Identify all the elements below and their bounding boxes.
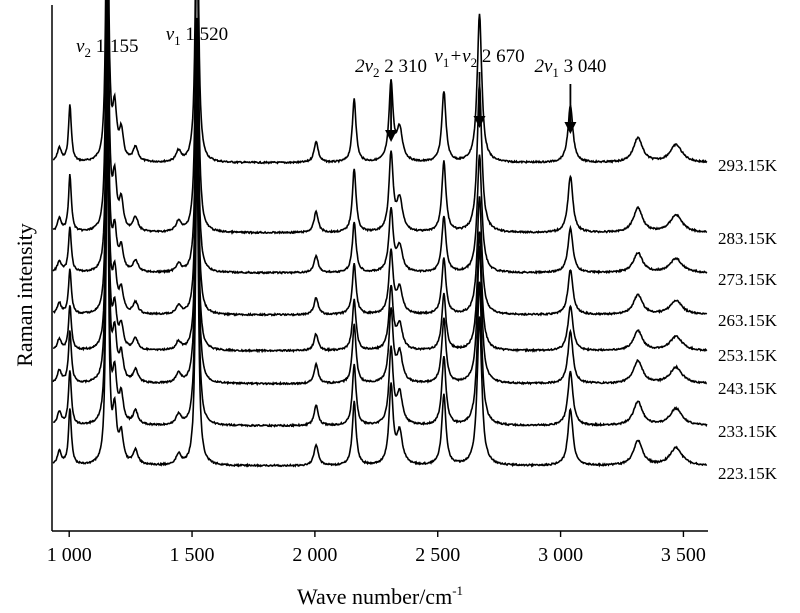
spectrum-line [52,0,708,165]
series-labels: 293.15K 283.15K 273.15K 263.15K 253.15K 243.1… [718,156,778,483]
x-axis-label: Wave number/cm-1 [297,583,463,609]
peak-arrowhead [385,130,398,142]
series-label: 293.15K [718,156,778,175]
x-tick-label: 1 500 [170,544,215,566]
series-label: 263.15K [718,311,778,330]
peak-label: 2v2 2 310 [355,56,427,80]
spectrum-line [52,104,708,468]
x-tick-label: 1 000 [47,544,92,566]
x-ticks: 1 000 1 500 2 000 2 500 3 000 3 500 [47,531,706,566]
spectrum-line [52,0,708,275]
series-label: 283.15K [718,229,778,248]
spectra-group [52,0,708,468]
x-tick-label: 2 500 [415,544,460,566]
x-tick-label: 3 000 [538,544,583,566]
spectrum-line [52,27,708,317]
x-tick-label: 3 500 [661,544,706,566]
peak-label: 2v1 3 040 [534,56,606,80]
series-label: 253.15K [718,346,778,365]
x-tick-label: 2 000 [292,544,337,566]
peak-arrowhead [564,122,577,134]
spectrum-line [53,64,708,354]
peak-label: v1+v2 2 670 [434,46,524,70]
axes [51,5,708,532]
spectrum-line [52,0,708,236]
spectrum-line [52,78,708,428]
series-label: 273.15K [718,270,778,289]
series-label: 243.15K [718,379,778,398]
peak-annotations: v2 1 155 v1 1 520 2v2 2 310 v1+v2 2 670 2v1 … [76,24,606,142]
spectrum-line [52,51,707,387]
peak-label: v2 1 155 [76,36,138,60]
peak-label: v1 1 520 [166,24,228,48]
y-axis-label: Raman intensity [12,223,37,367]
series-label: 223.15K [718,464,778,483]
peak-arrowhead [473,116,486,128]
series-label: 233.15K [718,422,778,441]
